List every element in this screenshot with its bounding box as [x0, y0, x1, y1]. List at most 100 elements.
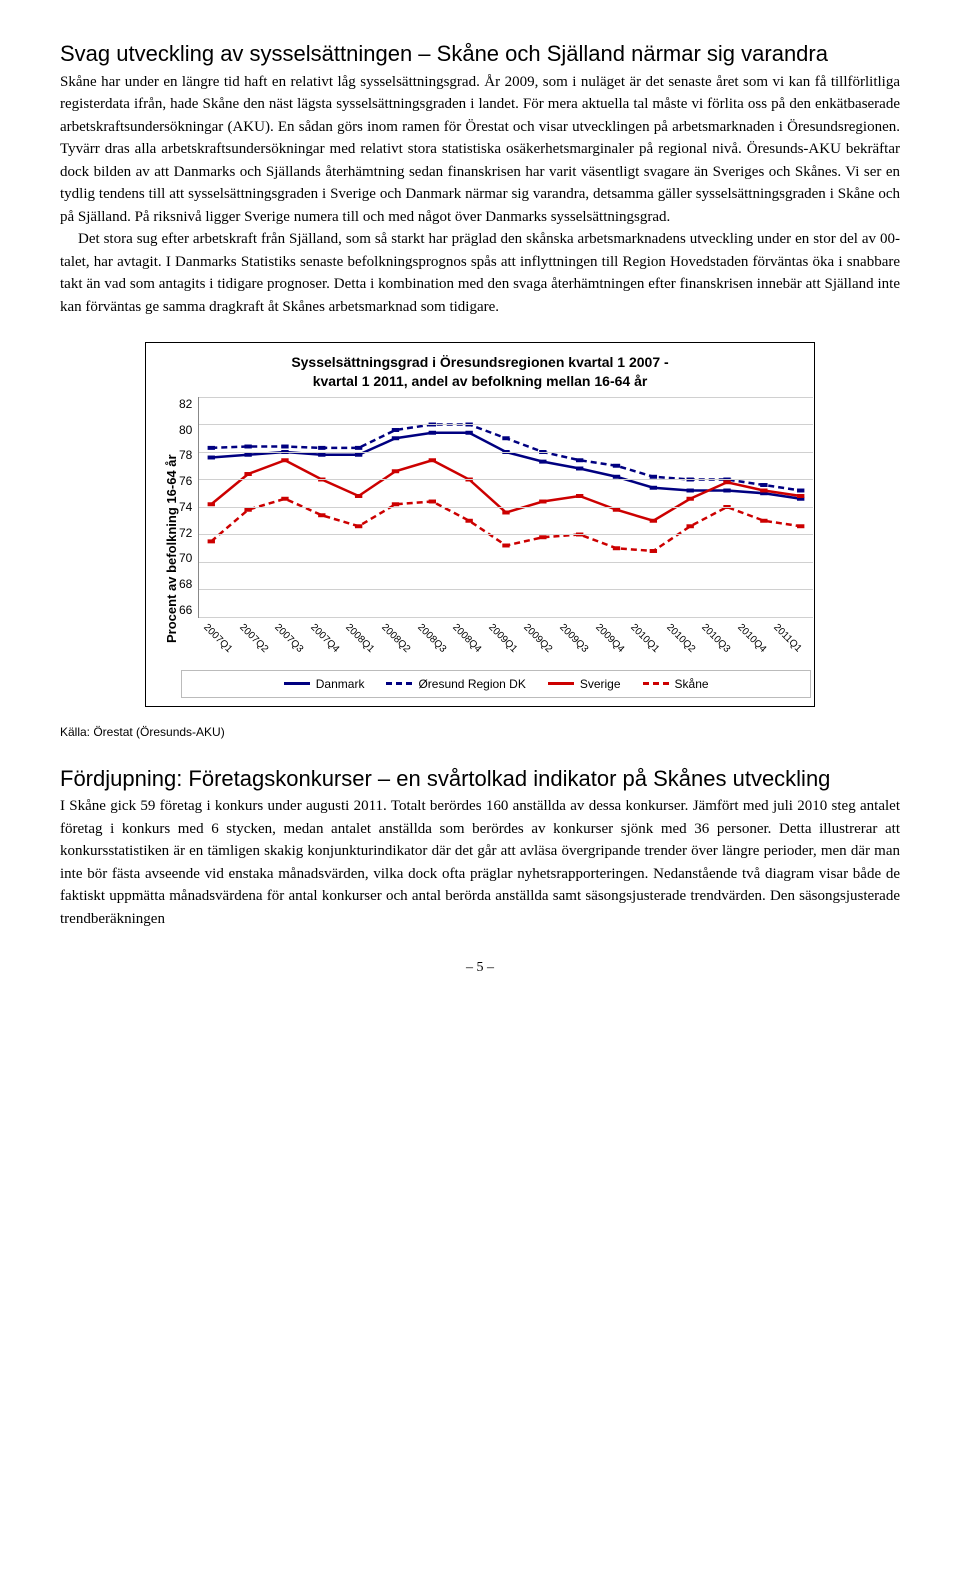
y-tick-label: 70: [179, 551, 192, 565]
chart-title-line1: Sysselsättningsgrad i Öresundsregionen k…: [291, 354, 668, 370]
chart-marker: [797, 488, 804, 492]
chart-marker: [392, 469, 399, 473]
chart-marker: [245, 508, 252, 512]
section1-heading: Svag utveckling av sysselsättningen – Sk…: [60, 40, 900, 69]
chart-marker: [761, 483, 768, 487]
chart-marker: [429, 431, 436, 435]
chart-title-line2: kvartal 1 2011, andel av befolkning mell…: [313, 373, 648, 389]
chart-marker: [761, 488, 768, 492]
legend-label: Danmark: [316, 677, 365, 691]
chart-marker: [466, 431, 473, 435]
chart-marker: [282, 497, 289, 501]
chart-marker: [392, 428, 399, 432]
chart-marker: [687, 497, 694, 501]
chart-marker: [318, 453, 325, 457]
chart-marker: [576, 466, 583, 470]
legend-label: Skåne: [675, 677, 709, 691]
chart-gridline: [199, 479, 813, 480]
y-tick-label: 78: [179, 448, 192, 462]
section1-paragraph2: Det stora sug efter arbetskraft från Sjä…: [60, 228, 900, 318]
chart-y-ticks: 82 80 78 76 74 72 70 68 66: [179, 397, 198, 617]
chart-y-axis-label: Procent av befolkning 16-64 år: [160, 397, 179, 700]
chart-marker: [429, 499, 436, 503]
chart-marker: [650, 486, 657, 490]
legend-label: Øresund Region DK: [418, 677, 525, 691]
chart-gridline: [199, 562, 813, 563]
y-tick-label: 66: [179, 603, 192, 617]
section2-heading: Fördjupning: Företagskonkurser – en svår…: [60, 765, 900, 794]
chart-gridline: [199, 507, 813, 508]
chart-marker: [245, 444, 252, 448]
chart-marker: [318, 513, 325, 517]
chart-marker: [761, 519, 768, 523]
chart-marker: [540, 535, 547, 539]
chart-marker: [576, 458, 583, 462]
chart-marker: [466, 519, 473, 523]
chart-series-line: [212, 424, 801, 490]
chart-marker: [687, 488, 694, 492]
chart-gridline: [199, 617, 813, 618]
legend-item: Sverige: [548, 677, 621, 691]
chart-marker: [208, 502, 215, 506]
chart-marker: [208, 455, 215, 459]
chart-title: Sysselsättningsgrad i Öresundsregionen k…: [160, 353, 800, 391]
section1-paragraph1: Skåne har under en längre tid haft en re…: [60, 71, 900, 229]
chart-marker: [282, 444, 289, 448]
chart-marker: [245, 453, 252, 457]
chart-marker: [576, 494, 583, 498]
chart-marker: [650, 549, 657, 553]
legend-swatch: [548, 682, 574, 685]
chart-marker: [503, 436, 510, 440]
chart-marker: [613, 508, 620, 512]
chart-marker: [650, 475, 657, 479]
y-tick-label: 76: [179, 474, 192, 488]
legend-swatch: [643, 682, 669, 685]
y-tick-label: 72: [179, 526, 192, 540]
employment-chart: Sysselsättningsgrad i Öresundsregionen k…: [145, 342, 815, 707]
legend-swatch: [386, 682, 412, 685]
section2-paragraph1: I Skåne gick 59 företag i konkurs under …: [60, 795, 900, 930]
chart-marker: [318, 446, 325, 450]
y-tick-label: 82: [179, 397, 192, 411]
chart-marker: [797, 494, 804, 498]
legend-item: Skåne: [643, 677, 709, 691]
chart-marker: [613, 475, 620, 479]
x-tick-label: 2011Q1: [749, 622, 803, 676]
y-tick-label: 80: [179, 423, 192, 437]
chart-marker: [540, 499, 547, 503]
chart-marker: [724, 488, 731, 492]
chart-gridline: [199, 424, 813, 425]
chart-marker: [687, 524, 694, 528]
chart-marker: [392, 436, 399, 440]
y-tick-label: 68: [179, 577, 192, 591]
legend-swatch: [284, 682, 310, 685]
chart-marker: [392, 502, 399, 506]
chart-marker: [245, 472, 252, 476]
chart-marker: [429, 458, 436, 462]
chart-marker: [503, 510, 510, 514]
legend-label: Sverige: [580, 677, 621, 691]
legend-item: Danmark: [284, 677, 365, 691]
chart-marker: [355, 453, 362, 457]
chart-marker: [355, 494, 362, 498]
chart-marker: [724, 480, 731, 484]
chart-marker: [355, 524, 362, 528]
chart-marker: [540, 460, 547, 464]
chart-x-ticks: 2007Q12007Q22007Q32007Q42008Q12008Q22008…: [209, 622, 813, 664]
chart-marker: [355, 446, 362, 450]
chart-plot-area: [198, 397, 813, 618]
chart-marker: [650, 519, 657, 523]
legend-item: Øresund Region DK: [386, 677, 525, 691]
chart-marker: [208, 539, 215, 543]
chart-gridline: [199, 534, 813, 535]
chart-marker: [208, 446, 215, 450]
chart-marker: [282, 458, 289, 462]
chart-marker: [503, 543, 510, 547]
chart-marker: [797, 524, 804, 528]
chart-gridline: [199, 397, 813, 398]
chart-marker: [613, 464, 620, 468]
chart-marker: [613, 546, 620, 550]
y-tick-label: 74: [179, 500, 192, 514]
chart-gridline: [199, 452, 813, 453]
chart-source: Källa: Örestat (Öresunds-AKU): [60, 725, 900, 739]
